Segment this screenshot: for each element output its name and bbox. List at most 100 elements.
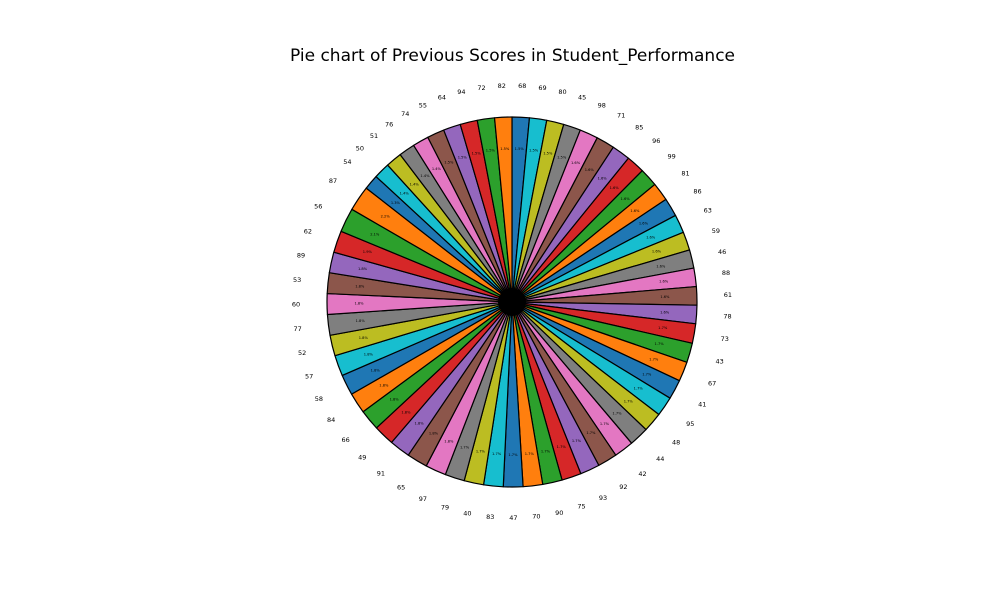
category-label-59: 59 bbox=[712, 227, 720, 235]
category-label-52: 52 bbox=[298, 349, 306, 357]
category-label-43: 43 bbox=[716, 357, 724, 365]
pct-label-49: 1.8% bbox=[401, 410, 411, 414]
pct-label-50: 1.4% bbox=[400, 191, 410, 195]
category-label-54: 54 bbox=[343, 158, 351, 166]
pct-label-53: 1.8% bbox=[355, 284, 365, 288]
category-labels: 68 69 80 45 98 71 85 96 99 81 86 63 59 46 88 61 78 73 43 67… bbox=[292, 82, 732, 522]
category-label-88: 88 bbox=[722, 269, 730, 277]
category-label-40: 40 bbox=[463, 509, 471, 517]
pct-label-45: 1.5% bbox=[557, 155, 567, 159]
category-label-79: 79 bbox=[441, 503, 449, 511]
pct-label-64: 1.5% bbox=[458, 155, 468, 159]
pct-label-91: 1.8% bbox=[415, 422, 425, 426]
category-label-67: 67 bbox=[708, 379, 716, 387]
pct-label-72: 1.5% bbox=[486, 149, 496, 153]
category-label-76: 76 bbox=[385, 120, 393, 128]
pct-label-52: 1.8% bbox=[359, 336, 369, 340]
pct-label-58: 1.8% bbox=[371, 369, 381, 373]
pct-label-56: 2.1% bbox=[370, 232, 380, 236]
pct-label-93: 1.7% bbox=[572, 439, 582, 443]
pct-label-77: 1.8% bbox=[356, 319, 366, 323]
category-label-45: 45 bbox=[578, 94, 586, 102]
category-label-66: 66 bbox=[341, 436, 349, 444]
pct-label-97: 1.8% bbox=[444, 439, 454, 443]
pct-label-60: 1.8% bbox=[354, 302, 364, 306]
category-label-51: 51 bbox=[370, 132, 378, 140]
pct-label-61: 1.6% bbox=[660, 295, 670, 299]
pie-slice-82 bbox=[493, 116, 513, 303]
pct-label-66: 1.8% bbox=[390, 398, 400, 402]
pct-label-74: 1.4% bbox=[432, 167, 442, 171]
category-label-86: 86 bbox=[693, 187, 701, 195]
category-label-99: 99 bbox=[668, 153, 676, 161]
category-label-87: 87 bbox=[329, 177, 337, 185]
category-label-89: 89 bbox=[297, 252, 305, 260]
pct-label-84: 1.8% bbox=[379, 384, 389, 388]
category-label-80: 80 bbox=[558, 88, 566, 96]
pct-label-59: 1.6% bbox=[652, 250, 662, 254]
category-label-82: 82 bbox=[498, 82, 506, 90]
pct-label-80: 1.5% bbox=[543, 151, 553, 155]
pct-label-62: 1.9% bbox=[363, 250, 373, 254]
pct-label-75: 1.7% bbox=[557, 445, 567, 449]
category-label-41: 41 bbox=[698, 400, 706, 408]
category-label-83: 83 bbox=[486, 513, 494, 521]
pct-label-57: 1.8% bbox=[364, 353, 374, 357]
pct-label-99: 1.6% bbox=[621, 197, 631, 201]
pct-label-76: 1.4% bbox=[420, 174, 430, 178]
category-label-60: 60 bbox=[292, 300, 300, 308]
pct-label-71: 1.6% bbox=[585, 168, 595, 172]
pct-label-65: 1.8% bbox=[429, 431, 439, 435]
category-label-55: 55 bbox=[419, 101, 427, 109]
pct-label-63: 1.6% bbox=[646, 235, 656, 239]
pct-label-67: 1.7% bbox=[649, 358, 659, 362]
category-label-93: 93 bbox=[599, 494, 607, 502]
pct-label-94: 1.5% bbox=[472, 151, 482, 155]
pct-label-47: 1.7% bbox=[508, 453, 518, 457]
pct-label-40: 1.7% bbox=[476, 450, 486, 454]
pct-label-54: 1.3% bbox=[391, 201, 401, 205]
pct-label-95: 1.7% bbox=[634, 386, 644, 390]
pct-label-41: 1.7% bbox=[642, 372, 652, 376]
category-label-53: 53 bbox=[293, 276, 301, 284]
category-label-72: 72 bbox=[477, 84, 485, 92]
pct-label-86: 1.6% bbox=[639, 222, 649, 226]
category-label-96: 96 bbox=[652, 137, 660, 145]
pct-label-83: 1.7% bbox=[492, 452, 502, 456]
pct-label-69: 1.5% bbox=[529, 149, 539, 153]
category-label-63: 63 bbox=[704, 207, 712, 215]
pct-label-98: 1.6% bbox=[571, 161, 581, 165]
category-label-57: 57 bbox=[305, 372, 313, 380]
category-label-70: 70 bbox=[532, 513, 540, 521]
pct-label-85: 1.6% bbox=[598, 176, 608, 180]
pct-label-92: 1.7% bbox=[586, 431, 596, 435]
pct-label-79: 1.7% bbox=[460, 445, 470, 449]
pct-label-88: 1.6% bbox=[659, 280, 669, 284]
category-label-58: 58 bbox=[315, 395, 323, 403]
category-label-62: 62 bbox=[304, 228, 312, 236]
pct-label-46: 1.6% bbox=[656, 264, 666, 268]
pct-label-51: 1.4% bbox=[410, 182, 420, 186]
category-label-47: 47 bbox=[509, 514, 517, 522]
pct-label-78: 1.6% bbox=[660, 310, 670, 314]
category-label-49: 49 bbox=[358, 454, 366, 462]
percent-labels: 1.5% 1.5%1.5%1.5%1.6%1.6%1.6%1.6%1.6%1.6%… bbox=[354, 147, 670, 457]
pie-center-hub bbox=[498, 288, 526, 316]
category-label-74: 74 bbox=[401, 110, 409, 118]
pct-label-44: 1.7% bbox=[612, 411, 622, 415]
category-label-98: 98 bbox=[598, 102, 606, 110]
category-label-65: 65 bbox=[397, 483, 405, 491]
pct-label-68: 1.5% bbox=[515, 147, 525, 151]
category-label-92: 92 bbox=[619, 483, 627, 491]
chart-title: Pie chart of Previous Scores in Student_… bbox=[289, 46, 736, 66]
category-label-75: 75 bbox=[577, 503, 585, 511]
category-label-77: 77 bbox=[294, 325, 302, 333]
category-label-85: 85 bbox=[635, 123, 643, 131]
pct-label-82: 1.5% bbox=[500, 147, 510, 151]
category-label-69: 69 bbox=[538, 84, 546, 92]
category-label-48: 48 bbox=[672, 438, 680, 446]
category-label-50: 50 bbox=[356, 145, 364, 153]
pct-label-70: 1.7% bbox=[525, 452, 535, 456]
category-label-71: 71 bbox=[617, 112, 625, 120]
